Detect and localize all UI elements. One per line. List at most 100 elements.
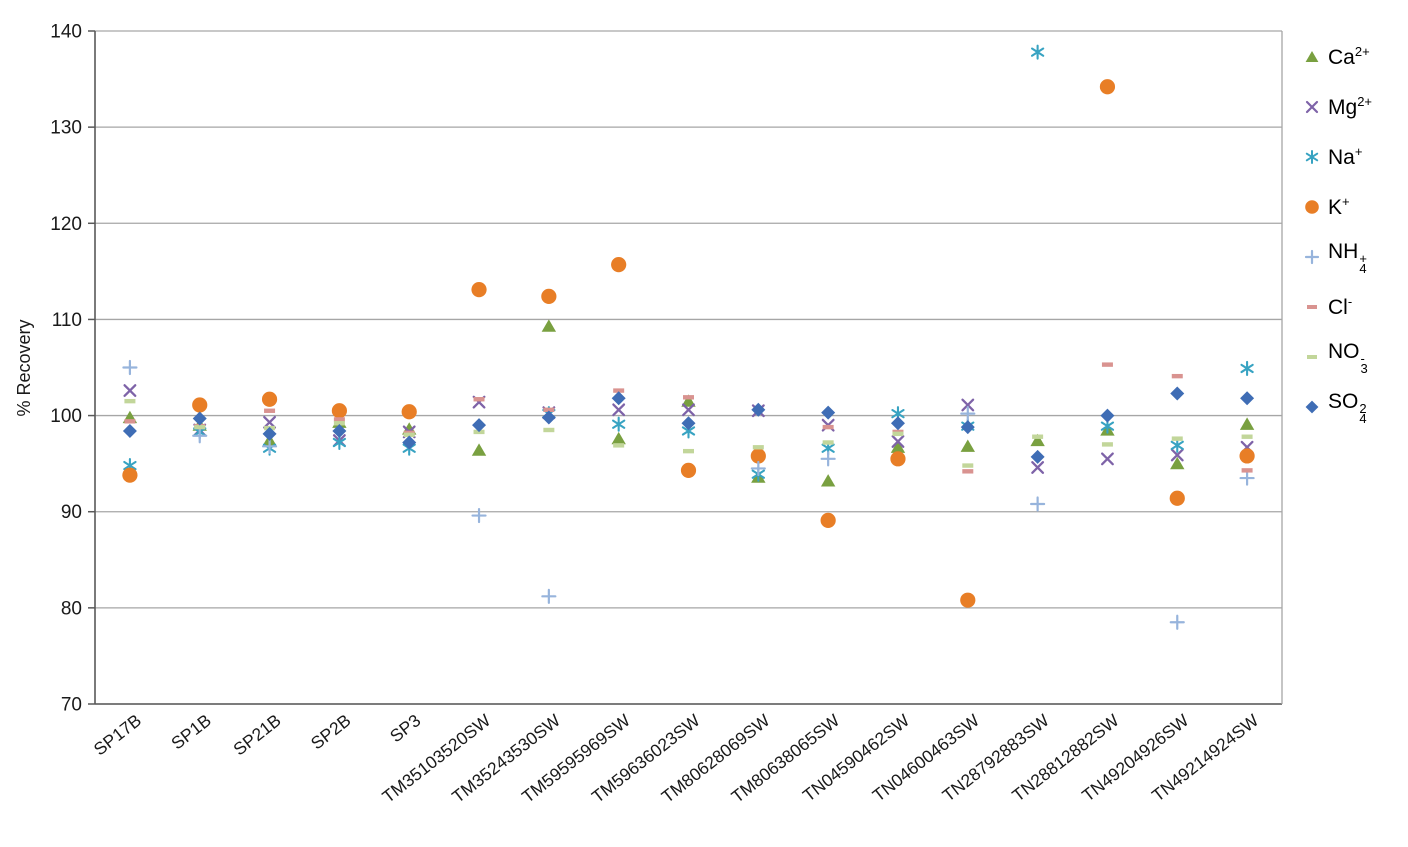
- data-point-marker: [1030, 449, 1045, 464]
- data-point-marker: [822, 440, 834, 445]
- cl-marker-icon: [1307, 305, 1317, 309]
- data-point-marker: [751, 402, 766, 417]
- data-point-marker: [262, 426, 277, 441]
- data-point-marker: [333, 417, 345, 422]
- data-point-marker: [962, 463, 974, 468]
- x-category-label: SP1B: [167, 710, 215, 753]
- data-point-marker: [264, 408, 276, 413]
- data-point-marker: [960, 592, 976, 608]
- data-point-marker: [1030, 44, 1045, 60]
- legend-label-nh4: NH +4: [1328, 240, 1367, 276]
- data-point-marker: [1239, 448, 1255, 464]
- data-point-marker: [683, 395, 694, 400]
- data-point-marker: [194, 424, 206, 430]
- data-point-marker: [1030, 496, 1046, 512]
- data-point-marker: [471, 282, 487, 298]
- no3-marker-icon: [1307, 355, 1317, 359]
- data-point-marker: [1240, 391, 1255, 406]
- data-point-marker: [960, 439, 975, 452]
- data-point-marker: [820, 512, 836, 528]
- data-point-marker: [472, 418, 487, 433]
- legend-marker-shape: [1305, 100, 1319, 114]
- legend-item-so4: SO 2 4: [1303, 382, 1407, 432]
- data-point-marker: [541, 588, 557, 604]
- legend-label-ca: Ca2+: [1328, 44, 1370, 69]
- data-point-marker: [1171, 373, 1183, 379]
- y-tick-label: 70: [61, 695, 82, 716]
- data-point-marker: [890, 416, 905, 431]
- data-point-marker: [261, 391, 278, 407]
- data-point-marker: [1170, 386, 1185, 401]
- data-point-marker: [192, 397, 208, 413]
- x-category-label: SP3: [386, 710, 424, 746]
- data-point-marker: [1101, 442, 1113, 447]
- chart-legend: Ca2+ Mg2+ Na+ K+ NH +4 Cl- NO -3 SO 2 4: [1303, 32, 1407, 432]
- nh4-marker-icon: [1304, 249, 1320, 265]
- data-point-marker: [683, 448, 694, 454]
- data-point-marker: [401, 404, 417, 420]
- data-point-marker: [962, 469, 974, 474]
- data-point-marker: [613, 443, 625, 448]
- legend-label-k: K+: [1328, 194, 1350, 219]
- legend-marker-shape: [1304, 249, 1320, 265]
- data-point-marker: [891, 435, 905, 448]
- data-point-marker: [261, 438, 278, 454]
- data-point-marker: [122, 359, 138, 376]
- legend-label-cl: Cl-: [1328, 294, 1353, 319]
- data-point-marker: [543, 407, 555, 413]
- data-point-marker: [960, 406, 976, 422]
- data-point-marker: [611, 391, 626, 406]
- data-point-marker: [1169, 614, 1185, 630]
- data-point-marker: [611, 257, 627, 273]
- na-marker-icon: [1305, 150, 1319, 164]
- data-point-marker: [192, 411, 207, 426]
- legend-item-cl: Cl-: [1303, 282, 1407, 332]
- data-point-marker: [331, 403, 347, 419]
- data-point-marker: [612, 416, 626, 432]
- data-point-marker: [1241, 434, 1253, 439]
- data-point-marker: [332, 434, 347, 451]
- legend-marker-shape: [1305, 400, 1319, 414]
- legend-item-na: Na+: [1303, 132, 1407, 182]
- data-point-marker: [541, 410, 556, 425]
- ca-marker-icon: [1305, 51, 1319, 62]
- mg-marker-icon: [1305, 100, 1319, 114]
- data-point-marker: [680, 462, 697, 478]
- data-point-marker: [192, 428, 208, 444]
- legend-label-no3: NO -3: [1328, 340, 1368, 376]
- legend-marker-shape: [1305, 150, 1319, 164]
- legend-item-no3: NO -3: [1303, 332, 1407, 382]
- data-point-marker: [1239, 417, 1255, 430]
- y-tick-label: 140: [50, 22, 82, 43]
- data-point-marker: [1032, 434, 1044, 439]
- y-tick-label: 120: [50, 214, 82, 235]
- data-point-marker: [1169, 490, 1185, 506]
- data-point-marker: [1101, 362, 1113, 367]
- data-point-marker: [1100, 452, 1114, 466]
- so4-marker-icon: [1305, 400, 1319, 414]
- data-point-marker: [821, 405, 836, 420]
- data-point-marker: [471, 507, 487, 524]
- y-axis-title: % Recovery: [14, 319, 34, 416]
- data-point-marker: [890, 451, 906, 467]
- y-tick-label: 130: [50, 118, 82, 139]
- legend-marker-shape: [1307, 355, 1317, 359]
- data-point-marker: [960, 420, 975, 435]
- legend-item-k: K+: [1303, 182, 1407, 232]
- data-point-marker: [890, 440, 906, 453]
- data-point-marker: [403, 432, 415, 437]
- x-category-label: SP21B: [229, 710, 284, 759]
- data-point-marker: [613, 388, 625, 393]
- data-point-marker: [124, 419, 136, 424]
- legend-marker-shape: [1305, 200, 1319, 214]
- data-point-marker: [122, 467, 138, 483]
- data-point-marker: [750, 460, 766, 477]
- k-marker-icon: [1305, 200, 1319, 214]
- data-point-marker: [1170, 437, 1184, 453]
- x-category-label: SP2B: [307, 710, 355, 753]
- data-point-marker: [541, 288, 557, 304]
- data-point-marker: [122, 423, 137, 438]
- data-point-marker: [473, 397, 485, 402]
